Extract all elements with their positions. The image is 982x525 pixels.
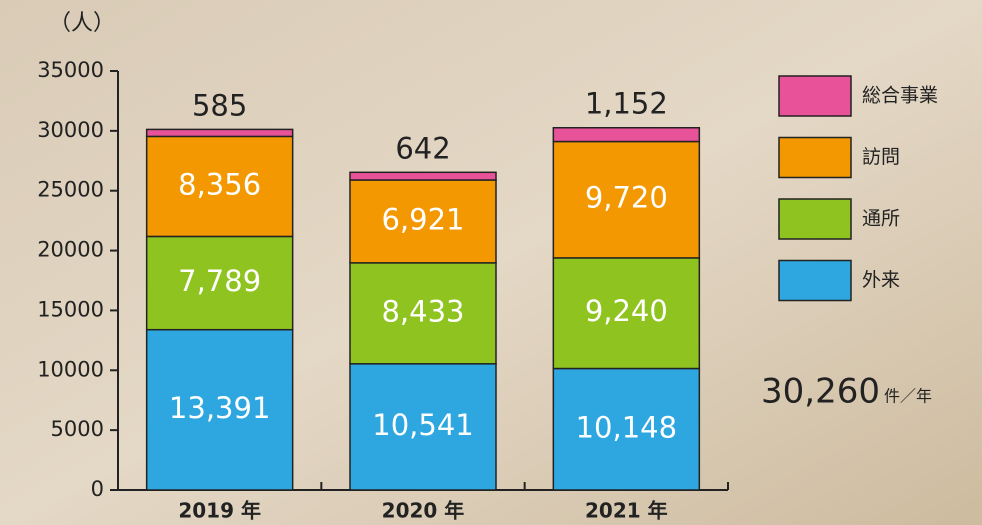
value-label: 1,152	[585, 87, 668, 121]
bar-segment	[552, 140, 701, 259]
x-tick-label: 2021 年	[585, 499, 668, 523]
value-label: 9,240	[585, 294, 668, 328]
bar-segment	[349, 363, 497, 491]
bar-segment	[145, 235, 294, 331]
y-axis-label: （人）	[49, 11, 115, 36]
bar-segment	[349, 171, 497, 181]
y-tick-label: 30000	[37, 118, 104, 142]
y-tick-label: 20000	[37, 238, 104, 262]
bar-segment	[552, 126, 701, 143]
y-tick-label: 10000	[37, 357, 104, 381]
y-tick-label: 15000	[37, 297, 104, 321]
y-tick-label: 5000	[51, 417, 104, 441]
bar-segment	[145, 135, 294, 238]
value-label: 10,148	[576, 410, 677, 444]
bar-segment	[552, 367, 701, 491]
x-tick-label: 2020 年	[382, 499, 465, 523]
value-label: 10,541	[372, 408, 473, 442]
value-label: 8,433	[381, 294, 464, 328]
bar-segment	[145, 128, 294, 138]
legend-label: 外来	[862, 269, 900, 291]
value-label: 7,789	[178, 264, 261, 298]
bar-segment	[349, 262, 497, 365]
value-label: 585	[192, 88, 247, 122]
bar-segment	[552, 257, 701, 370]
y-tick-label: 25000	[37, 178, 104, 202]
value-label: 642	[395, 131, 450, 165]
legend-label: 総合事業	[862, 85, 938, 107]
value-label: 9,720	[585, 181, 668, 215]
legend-swatch	[778, 136, 852, 179]
y-tick-label: 35000	[37, 58, 104, 82]
value-label: 13,391	[169, 391, 270, 425]
bar-segment	[349, 179, 497, 264]
annotation-value: 30,260	[761, 372, 880, 412]
annotation-unit: 件／年	[884, 387, 932, 406]
x-tick-label: 2019 年	[178, 499, 261, 523]
legend-swatch	[778, 198, 852, 240]
value-label: 8,356	[178, 167, 261, 201]
bar-segment	[145, 328, 294, 491]
legend-label: 訪問	[862, 146, 900, 168]
legend-swatch	[778, 75, 852, 117]
legend-swatch	[778, 259, 852, 302]
value-label: 6,921	[381, 202, 464, 236]
y-tick-label: 0	[91, 477, 104, 501]
legend-label: 通所	[862, 208, 900, 230]
